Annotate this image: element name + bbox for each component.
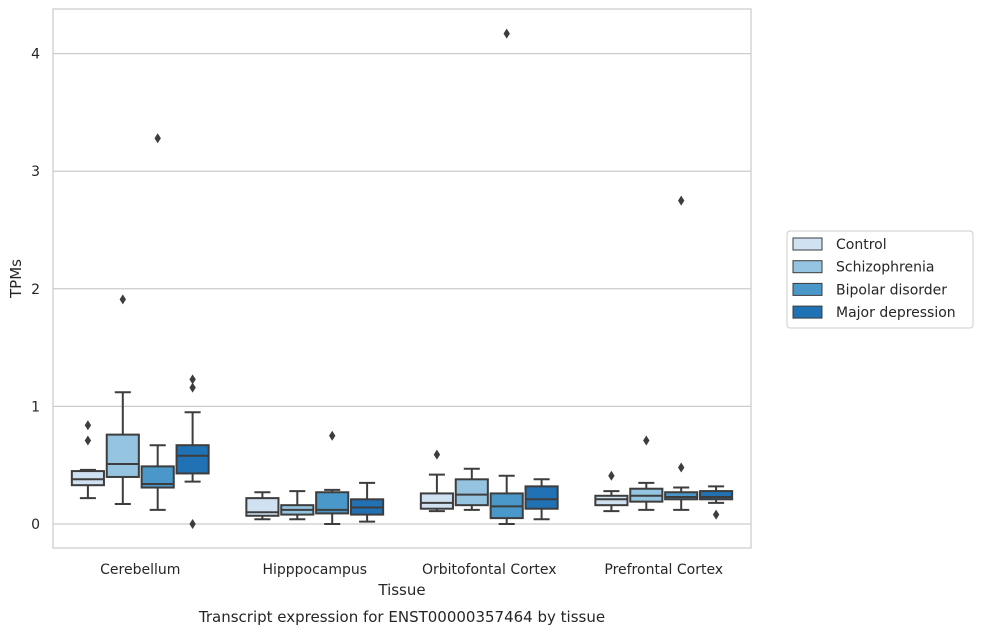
legend-swatch (792, 282, 823, 296)
box-major-depression (350, 481, 385, 523)
interquartile-box (315, 491, 350, 515)
outlier-point (154, 133, 161, 144)
y-tick-label: 1 (31, 399, 40, 415)
box-control (419, 449, 454, 513)
box-schizophrenia (280, 490, 315, 521)
interquartile-box (419, 492, 454, 510)
plot-area-frame (52, 8, 752, 549)
y-axis-ticks: 0 1 2 3 4 (31, 47, 40, 533)
legend-frame (786, 230, 974, 329)
interquartile-box (105, 433, 140, 478)
outlier-point (189, 382, 196, 393)
box-schizophrenia (454, 467, 489, 511)
y-axis-label: TPMs (7, 259, 25, 299)
chart-caption: Transcript expression for ENST0000035746… (198, 608, 605, 626)
interquartile-box (70, 470, 105, 487)
box-control (594, 470, 629, 513)
box-schizophrenia (105, 294, 140, 506)
outlier-point (678, 195, 685, 206)
legend-swatch (792, 305, 823, 319)
interquartile-box (699, 490, 734, 501)
box-bipolar-disorder (664, 195, 699, 511)
legend-label: Control (836, 237, 887, 253)
outlier-point (608, 470, 615, 481)
y-tick-label: 2 (31, 282, 40, 298)
outlier-point (189, 519, 196, 529)
x-tick-label: Hipppocampus (262, 562, 367, 578)
interquartile-box (175, 444, 210, 475)
legend-swatch (792, 237, 823, 251)
outlier-point (84, 420, 92, 431)
box-control (70, 420, 105, 500)
outlier-point (503, 28, 510, 39)
box-major-depression (175, 374, 210, 529)
x-tick-label: Orbitofontal Cortex (422, 562, 557, 578)
interquartile-box (664, 491, 699, 501)
box-bipolar-disorder (140, 133, 175, 511)
x-tick-label: Cerebellum (100, 562, 180, 578)
x-tick-label: Prefrontal Cortex (604, 562, 723, 578)
outlier-point (329, 430, 336, 441)
interquartile-box (140, 465, 175, 489)
outlier-point (84, 435, 92, 446)
interquartile-box (454, 478, 489, 507)
box-bipolar-disorder (489, 28, 524, 525)
box-major-depression (699, 485, 734, 520)
outlier-point (433, 449, 441, 460)
legend: Control Schizophrenia Bipolar disorder Majo… (786, 230, 974, 329)
box-plot-boxes (70, 28, 734, 529)
interquartile-box (594, 494, 629, 507)
outlier-point (678, 462, 685, 473)
legend-label: Bipolar disorder (836, 282, 947, 298)
outlier-point (189, 374, 196, 385)
y-tick-label: 4 (31, 47, 40, 63)
outlier-point (712, 509, 720, 520)
x-axis-ticks: Cerebellum Hipppocampus Orbitofontal Corte… (100, 562, 723, 578)
box-bipolar-disorder (315, 430, 350, 525)
legend-label: Major depression (836, 305, 956, 321)
x-axis-label: Tissue (377, 581, 425, 599)
box-major-depression (524, 478, 559, 521)
interquartile-box (524, 485, 559, 510)
y-tick-label: 0 (31, 517, 40, 533)
outlier-point (119, 294, 126, 305)
legend-swatch (792, 260, 823, 274)
legend-label: Schizophrenia (836, 260, 934, 276)
y-gridlines (53, 52, 751, 525)
box-control (245, 491, 280, 521)
y-tick-label: 3 (31, 164, 40, 180)
box-schizophrenia (629, 435, 664, 511)
outlier-point (643, 435, 650, 446)
